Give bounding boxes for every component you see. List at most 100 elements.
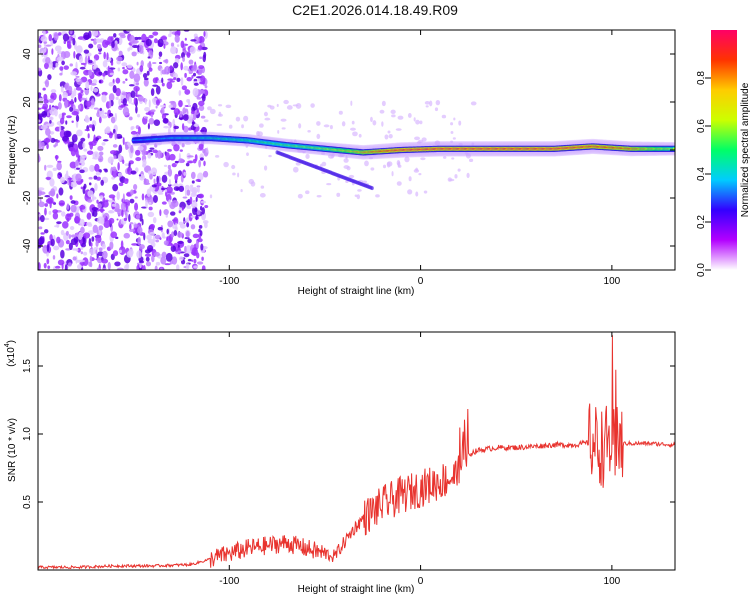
spectrogram-noise-speck xyxy=(143,77,149,81)
spectrogram-noise-speck xyxy=(55,62,59,68)
spectrogram-noise-speck xyxy=(86,222,89,226)
spectrogram-noise-speck xyxy=(72,256,77,261)
spectrogram-noise-speck xyxy=(47,265,51,270)
spectrogram-noise-speck xyxy=(80,89,84,94)
spectrogram-noise-speck xyxy=(45,56,51,64)
spectrogram-noise-speck xyxy=(182,107,187,115)
spectrogram-noise-speck xyxy=(137,95,144,102)
spectrogram-noise-speck xyxy=(125,78,128,81)
spectrogram-noise-speck xyxy=(372,120,377,126)
spectrogram-noise-speck xyxy=(132,44,139,49)
spectrogram-noise-speck xyxy=(56,221,62,225)
spectrogram-noise-speck xyxy=(93,134,96,143)
snr-x-axis: -100 0 100 xyxy=(219,332,621,587)
spectrogram-noise-speck xyxy=(206,147,209,153)
spectrogram-noise-speck xyxy=(102,250,108,259)
spectrogram-noise-speck xyxy=(116,56,123,62)
spectrogram-noise-speck xyxy=(49,178,55,187)
spectrogram-noise-speck xyxy=(89,82,97,86)
spectrogram-noise-speck xyxy=(95,240,99,247)
spectrogram-noise-speck xyxy=(396,181,402,186)
spectrogram-noise-speck xyxy=(128,162,131,168)
spectrogram-noise-speck xyxy=(453,117,456,121)
snr-plot-area xyxy=(38,332,675,570)
spectrogram-noise-speck xyxy=(178,207,183,211)
spectrogram-noise-speck xyxy=(245,145,249,148)
spectrogram-noise-speck xyxy=(111,41,115,49)
spectrogram-noise-speck xyxy=(72,143,79,153)
spectrogram-noise-speck xyxy=(149,223,155,230)
spectrogram-noise-speck xyxy=(132,39,139,44)
spectrogram-noise-speck xyxy=(163,125,170,129)
spectrogram-noise-speck xyxy=(46,243,50,252)
spectrogram-noise-speck xyxy=(201,256,204,261)
spectrogram-noise-speck xyxy=(135,167,139,173)
spectrogram-noise-speck xyxy=(89,255,93,263)
spectrogram-noise-speck xyxy=(197,89,205,95)
spectrogram-noise-speck xyxy=(160,256,167,265)
spectrogram-noise-speck xyxy=(192,102,198,111)
spectrogram-noise-speck xyxy=(90,242,93,247)
spectrogram-noise-speck xyxy=(50,39,54,47)
spectrogram-noise-speck xyxy=(117,162,120,171)
snr-scale-exponent: 4 xyxy=(4,343,11,347)
spectrogram-noise-speck xyxy=(69,176,72,186)
spectrogram-noise-speck xyxy=(78,55,84,63)
spectrogram-noise-speck xyxy=(177,250,182,253)
spectrogram-noise-speck xyxy=(107,36,113,45)
spectrogram-noise-speck xyxy=(286,105,293,110)
spectrogram-noise-speck xyxy=(193,140,200,143)
spectrogram-noise-speck xyxy=(415,191,419,197)
spectrogram-noise-speck xyxy=(57,174,61,179)
spectrogram-noise-speck xyxy=(172,219,178,222)
spectrogram-noise-speck xyxy=(209,194,213,199)
spectrogram-noise-speck xyxy=(88,124,93,128)
spectrogram-noise-speck xyxy=(379,109,385,114)
spectrogram-noise-speck xyxy=(196,252,200,259)
spectrogram-noise-speck xyxy=(102,267,107,270)
spectrogram-noise-speck xyxy=(77,140,85,150)
spectrogram-noise-speck xyxy=(420,157,426,161)
spectrogram-noise-speck xyxy=(138,267,142,270)
spectrogram-noise-speck xyxy=(193,36,200,45)
spectrogram-noise-speck xyxy=(178,117,184,120)
spectrogram-noise-speck xyxy=(39,197,42,203)
spectrogram-noise-speck xyxy=(190,39,197,42)
spectrogram-noise-speck xyxy=(181,123,185,131)
spectrogram-noise-speck xyxy=(137,113,141,118)
spectrogram-noise-speck xyxy=(73,51,76,59)
spectrogram-noise-speck xyxy=(232,172,236,176)
spectrogram-noise-speck xyxy=(198,143,204,150)
spectrogram-noise-speck xyxy=(176,44,180,47)
spectrogram-noise-speck xyxy=(351,120,355,125)
spectrogram-panel: -100 0 100 -40 -20 0 20 40 Height of straight … xyxy=(7,29,676,297)
spectrogram-noise-speck xyxy=(109,150,117,155)
spectrogram-noise-speck xyxy=(47,111,50,117)
spectrogram-noise-speck xyxy=(63,130,71,138)
colorbar-ticks: 0.0 0.2 0.4 0.6 0.8 xyxy=(696,71,711,277)
spectrogram-noise-speck xyxy=(321,151,326,155)
spectrogram-noise-speck xyxy=(80,137,86,142)
spectrogram-noise-speck xyxy=(171,184,176,187)
spectrogram-noise-speck xyxy=(113,33,117,38)
spectrogram-noise-speck xyxy=(62,33,70,42)
spectrogram-noise-speck xyxy=(91,98,95,106)
spectrogram-noise-speck xyxy=(203,160,206,167)
spectrogram-noise-speck xyxy=(138,260,145,264)
spectrogram-noise-speck xyxy=(186,76,193,82)
spectrogram-noise-speck xyxy=(114,131,117,140)
spectrogram-noise-speck xyxy=(48,34,53,42)
spectrogram-noise-speck xyxy=(169,100,176,104)
spectrogram-noise-speck xyxy=(66,170,69,177)
spectrogram-noise-speck xyxy=(91,206,99,211)
spectrogram-noise-speck xyxy=(228,124,233,129)
spectrogram-noise-speck xyxy=(142,159,147,167)
spectrogram-noise-speck xyxy=(196,107,199,113)
spectrogram-noise-speck xyxy=(71,120,74,123)
spectrogram-noise-speck xyxy=(178,256,184,261)
snr-x-tick-label: -100 xyxy=(219,576,239,587)
spectrogram-noise-speck xyxy=(198,159,202,168)
spectrogram-noise-speck xyxy=(190,215,197,218)
spectrogram-noise-speck xyxy=(223,161,229,168)
spectrogram-noise-speck xyxy=(88,69,93,76)
